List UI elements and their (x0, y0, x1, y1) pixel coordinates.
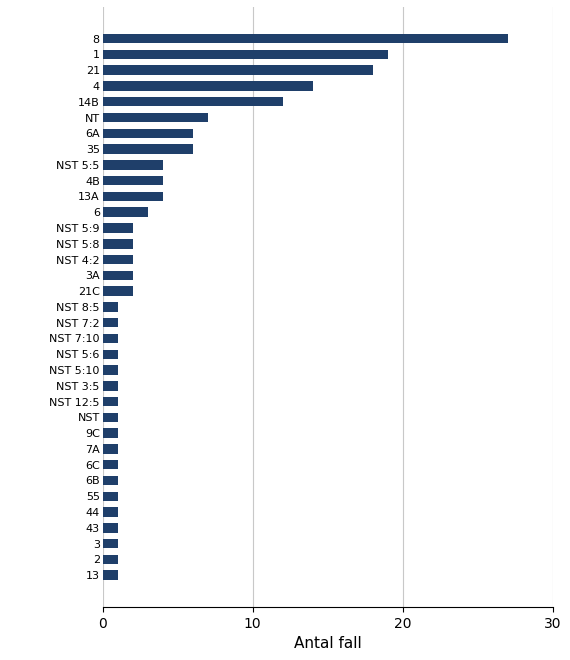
Bar (103, 508, 117, 517)
Bar (103, 334, 117, 343)
Bar (103, 428, 117, 438)
Bar (103, 286, 133, 296)
Bar (103, 129, 193, 138)
Bar (103, 554, 117, 564)
Bar (103, 318, 117, 327)
Bar (103, 460, 117, 469)
Bar (103, 223, 133, 233)
Bar (103, 50, 388, 59)
Bar (103, 145, 193, 154)
Bar (103, 113, 207, 122)
Bar (103, 97, 283, 106)
Bar (103, 160, 162, 170)
Bar (103, 412, 117, 422)
Bar (103, 191, 162, 201)
Bar (103, 523, 117, 533)
Bar (103, 65, 373, 75)
Bar (103, 381, 117, 391)
Bar (103, 302, 117, 312)
Bar (103, 444, 117, 453)
Bar (103, 34, 508, 44)
Bar (103, 365, 117, 375)
Bar (103, 255, 133, 264)
Bar (103, 350, 117, 359)
Bar (103, 539, 117, 548)
Bar (103, 492, 117, 501)
Bar (103, 271, 133, 280)
Bar (103, 81, 313, 90)
Bar (103, 176, 162, 185)
Bar (103, 239, 133, 249)
Bar (103, 397, 117, 407)
Bar (103, 476, 117, 485)
Bar (103, 207, 148, 217)
Bar (103, 570, 117, 580)
X-axis label: Antal fall: Antal fall (294, 636, 361, 651)
